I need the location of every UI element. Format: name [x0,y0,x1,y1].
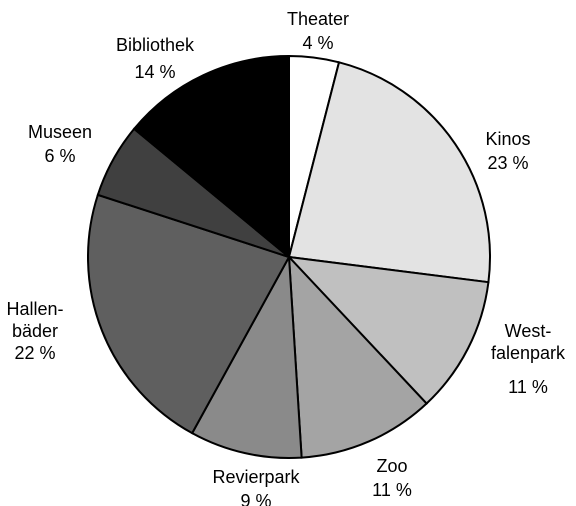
value-label: 23 % [487,153,529,173]
slice-label: Museen [27,122,93,142]
pie-slice [287,254,429,459]
slice-label: Kinos [485,129,531,149]
slice-label: Theater [286,9,350,29]
value-label: 22 % [14,343,56,363]
value-label: 11 % [508,377,548,397]
slice-label: Revierpark [212,467,300,487]
slice-label: Hallen- bäder [6,299,64,341]
value-label: 11 % [372,480,412,500]
slice-label: West- falenpark [490,321,566,363]
pie-slice [132,54,290,260]
pie-slice [87,193,291,435]
pie-slice [286,255,490,405]
value-label: 9 % [240,491,272,506]
slice-label: Bibliothek [115,35,195,55]
pie-slice [190,253,303,459]
value-label: 14 % [134,62,176,82]
value-label: 4 % [302,33,334,53]
value-label: 6 % [44,146,76,166]
pie-slice [287,61,491,284]
slice-label: Zoo [376,456,408,476]
